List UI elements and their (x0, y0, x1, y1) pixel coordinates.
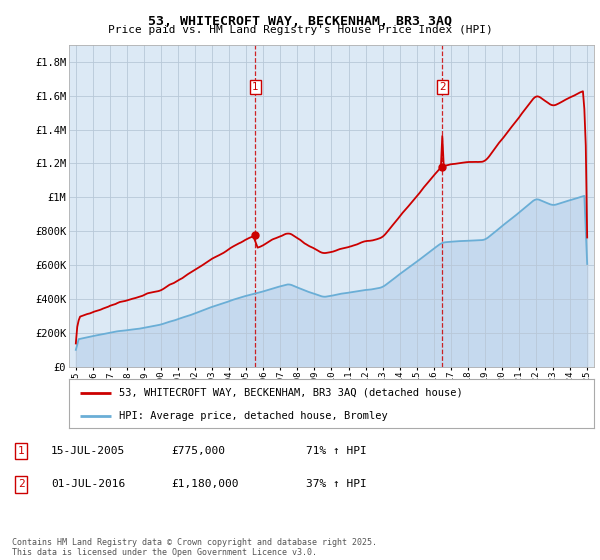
Text: Contains HM Land Registry data © Crown copyright and database right 2025.
This d: Contains HM Land Registry data © Crown c… (12, 538, 377, 557)
Text: 1: 1 (17, 446, 25, 456)
Text: £1,180,000: £1,180,000 (171, 479, 238, 489)
Text: 2: 2 (439, 82, 446, 92)
Text: 71% ↑ HPI: 71% ↑ HPI (306, 446, 367, 456)
Text: 2: 2 (17, 479, 25, 489)
Text: £775,000: £775,000 (171, 446, 225, 456)
Text: 37% ↑ HPI: 37% ↑ HPI (306, 479, 367, 489)
Text: 15-JUL-2005: 15-JUL-2005 (51, 446, 125, 456)
Text: Price paid vs. HM Land Registry's House Price Index (HPI): Price paid vs. HM Land Registry's House … (107, 25, 493, 35)
Text: 1: 1 (252, 82, 259, 92)
Text: 01-JUL-2016: 01-JUL-2016 (51, 479, 125, 489)
Text: 53, WHITECROFT WAY, BECKENHAM, BR3 3AQ (detached house): 53, WHITECROFT WAY, BECKENHAM, BR3 3AQ (… (119, 388, 463, 398)
Text: HPI: Average price, detached house, Bromley: HPI: Average price, detached house, Brom… (119, 411, 388, 421)
Text: 53, WHITECROFT WAY, BECKENHAM, BR3 3AQ: 53, WHITECROFT WAY, BECKENHAM, BR3 3AQ (148, 15, 452, 27)
